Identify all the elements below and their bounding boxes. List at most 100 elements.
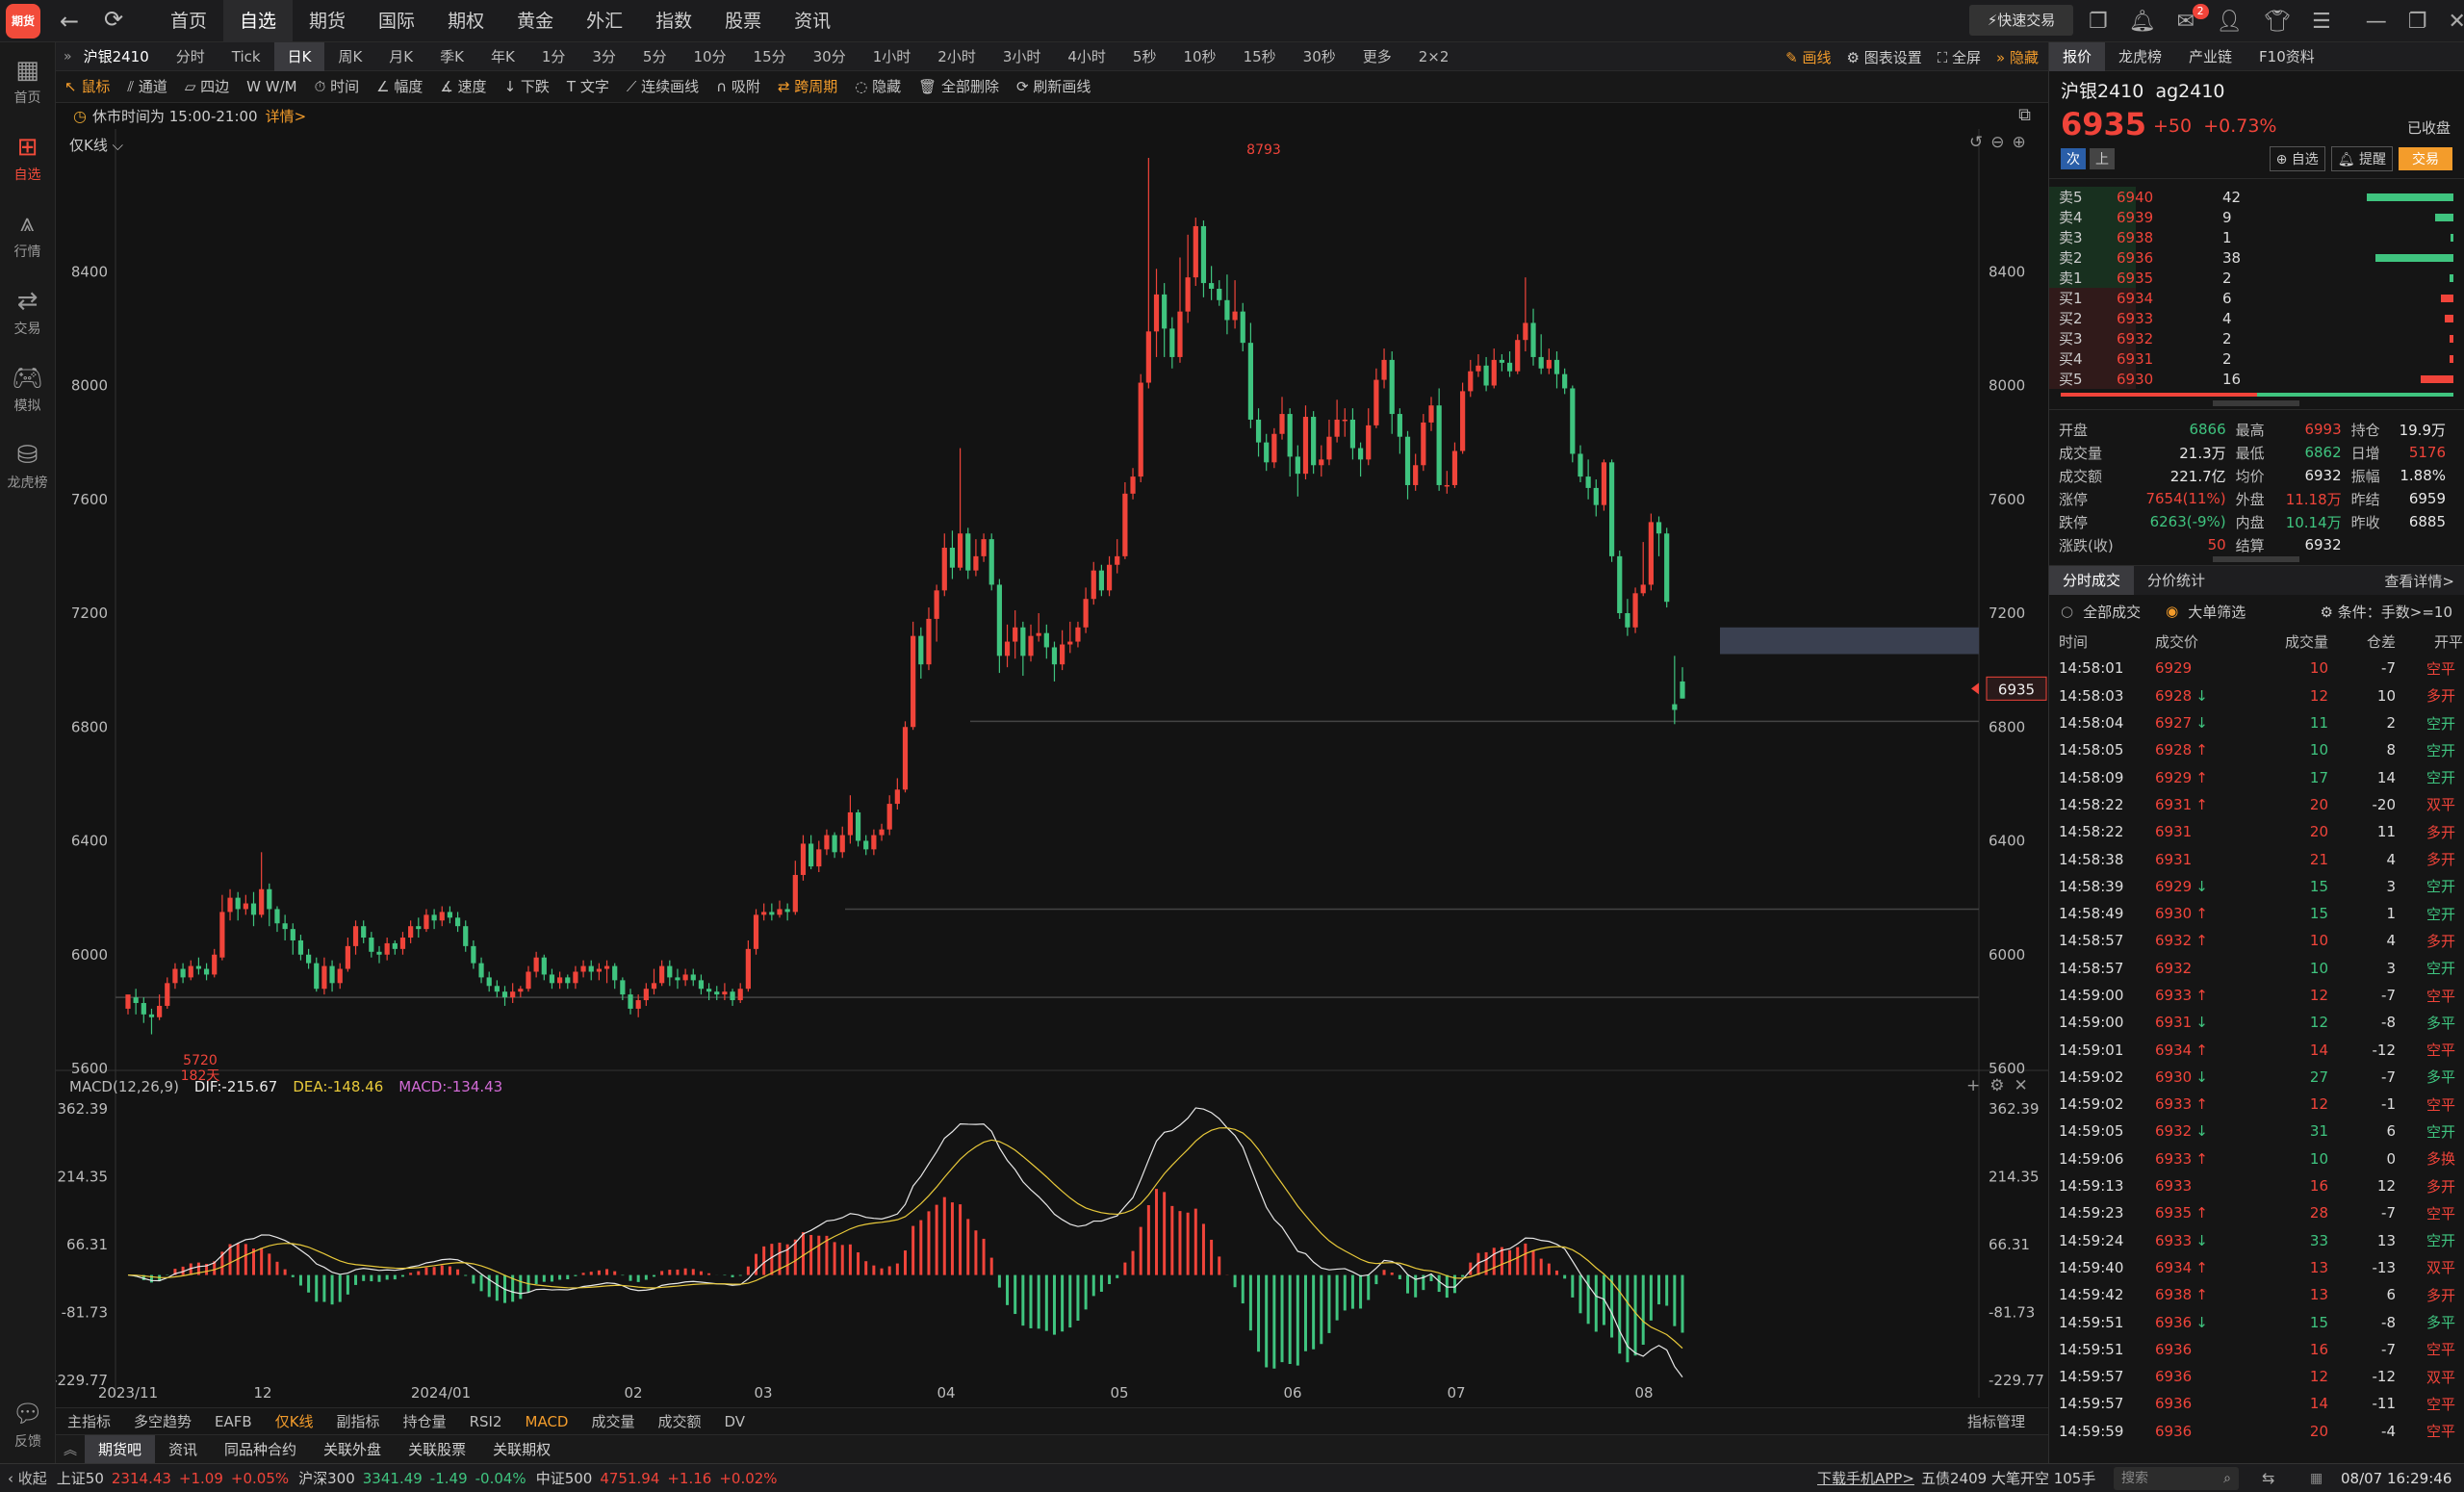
quick-trade-button[interactable]: ⚡快速交易 xyxy=(1969,5,2073,36)
refresh-icon[interactable]: ⟳ xyxy=(104,6,124,33)
indicator-8[interactable]: 成交量 xyxy=(591,1413,635,1430)
nav-item-8[interactable]: 股票 xyxy=(725,11,762,32)
nav-item-4[interactable]: 期权 xyxy=(448,11,485,32)
tool-5[interactable]: ∠ 幅度 xyxy=(368,71,431,103)
indicator-1[interactable]: 多空趋势 xyxy=(134,1413,192,1430)
indicator-6[interactable]: RSI2 xyxy=(469,1412,502,1430)
sidebar-item-2[interactable]: ⩓ 行情 xyxy=(0,196,55,273)
tool-1[interactable]: ⫽ 通道 xyxy=(118,71,175,103)
user-icon[interactable]: 👤︎ xyxy=(2216,9,2244,34)
kline-chart[interactable]: 8400 8400 8000 8000 7600 7600 7200 7200 6800 6800… xyxy=(56,129,2048,1407)
minimize-icon[interactable]: — xyxy=(2365,9,2387,34)
period-tab-20[interactable]: 30秒 xyxy=(1302,47,1336,65)
tool-8[interactable]: T 文字 xyxy=(558,71,618,103)
right-tab-3[interactable]: F10资料 xyxy=(2259,47,2315,65)
period-tab-16[interactable]: 4小时 xyxy=(1067,47,1106,65)
period-tab-8[interactable]: 3分 xyxy=(592,47,616,65)
search-input[interactable]: 搜索 ⌕ xyxy=(2114,1467,2239,1490)
indicator-7[interactable]: MACD xyxy=(525,1412,569,1430)
status-index-1[interactable]: 沪深300 3341.49 -1.49 -0.04% xyxy=(298,1468,526,1488)
tool-4[interactable]: ⏱ 时间 xyxy=(306,71,368,103)
periodbar-right-1[interactable]: ⚙ 图表设置 xyxy=(1847,47,1922,67)
subtab-0[interactable]: 期货吧 xyxy=(85,1434,156,1464)
indicator-0[interactable]: 主指标 xyxy=(67,1413,112,1430)
sidebar-item-1[interactable]: ⊞ 自选 xyxy=(0,119,55,196)
tool-14[interactable]: ⟳ 刷新画线 xyxy=(1008,71,1099,103)
radio-big[interactable]: ◉ xyxy=(2166,603,2179,620)
subtab-1[interactable]: 资讯 xyxy=(168,1440,198,1458)
period-tab-0[interactable]: 分时 xyxy=(175,47,205,65)
period-tab-4[interactable]: 月K xyxy=(389,47,414,65)
maximize-icon[interactable]: ❐ xyxy=(2407,9,2427,34)
kline-chart-area[interactable]: 8400 8400 8000 8000 7600 7600 7200 7200 6800 6800… xyxy=(56,129,2048,1407)
reset-icon[interactable]: ↺ xyxy=(1969,133,1984,152)
subtab-5[interactable]: 关联期权 xyxy=(493,1440,552,1458)
period-tab-18[interactable]: 10秒 xyxy=(1183,47,1217,65)
alert-button[interactable]: 🔔︎ 提醒 xyxy=(2330,146,2393,171)
nav-item-3[interactable]: 国际 xyxy=(378,11,416,32)
collapse-up-icon[interactable]: ︽ xyxy=(64,1442,77,1458)
menu-icon[interactable]: ☰ xyxy=(2311,9,2331,34)
periodbar-right-0[interactable]: ✎ 画线 xyxy=(1785,47,1831,67)
period-tab-17[interactable]: 5秒 xyxy=(1132,47,1157,65)
right-tab-2[interactable]: 产业链 xyxy=(2189,47,2233,65)
nav-item-0[interactable]: 首页 xyxy=(170,11,208,32)
gear-icon[interactable]: ⚙ xyxy=(1989,1076,2005,1095)
feedback-button[interactable]: 💬︎ 反馈 xyxy=(0,1386,56,1463)
sidebar-item-4[interactable]: 🎮︎ 模拟 xyxy=(0,350,55,427)
next-contract-button[interactable]: 次 xyxy=(2061,148,2086,169)
tool-0[interactable]: ↖ 鼠标 xyxy=(56,71,118,103)
tool-10[interactable]: ∩ 吸附 xyxy=(707,71,769,103)
tool-3[interactable]: W W/M xyxy=(238,71,305,103)
period-tab-5[interactable]: 季K xyxy=(440,47,464,65)
period-tab-10[interactable]: 10分 xyxy=(693,47,727,65)
trades-tab-0[interactable]: 分时成交 xyxy=(2049,566,2135,595)
period-tab-21[interactable]: 更多 xyxy=(1362,47,1392,65)
layout-icon[interactable]: ⧉ xyxy=(2018,105,2031,125)
tool-13[interactable]: 🗑︎ 全部删除 xyxy=(910,71,1008,103)
period-tab-12[interactable]: 30分 xyxy=(812,47,846,65)
period-tab-7[interactable]: 1分 xyxy=(541,47,566,65)
window-icon[interactable]: ❐ xyxy=(2089,9,2108,34)
download-app-link[interactable]: 下载手机APP> xyxy=(1817,1470,1914,1487)
right-tab-1[interactable]: 龙虎榜 xyxy=(2118,47,2163,65)
skin-icon[interactable]: 👕︎ xyxy=(2264,9,2291,34)
nav-item-7[interactable]: 指数 xyxy=(655,11,693,32)
nav-item-5[interactable]: 黄金 xyxy=(517,11,554,32)
tool-2[interactable]: ▱ 四边 xyxy=(176,71,238,103)
bell-icon[interactable]: 🔔︎ xyxy=(2128,9,2156,34)
splitter-handle[interactable] xyxy=(2213,400,2299,406)
splitter-handle-2[interactable] xyxy=(2213,556,2299,562)
period-tab-1[interactable]: Tick xyxy=(231,47,261,65)
expand-icon[interactable]: » xyxy=(64,48,72,64)
status-index-2[interactable]: 中证500 4751.94 +1.16 +0.02% xyxy=(536,1468,778,1488)
subtab-3[interactable]: 关联外盘 xyxy=(323,1440,382,1458)
prev-contract-button[interactable]: 上 xyxy=(2090,148,2115,169)
zoom-out-icon[interactable]: ⊖ xyxy=(1990,133,2005,152)
radio-all[interactable]: ○ xyxy=(2061,603,2074,620)
period-tab-13[interactable]: 1小时 xyxy=(872,47,911,65)
tool-9[interactable]: ⟋ 连续画线 xyxy=(618,71,707,103)
favorite-button[interactable]: ⊕ 自选 xyxy=(2269,146,2325,171)
grid-small-icon[interactable]: ▦ xyxy=(2310,1470,2323,1486)
period-tab-3[interactable]: 周K xyxy=(338,47,363,65)
period-tab-15[interactable]: 3小时 xyxy=(1002,47,1041,65)
sidebar-item-0[interactable]: ▦ 首页 xyxy=(0,42,55,119)
nav-item-9[interactable]: 资讯 xyxy=(794,11,832,32)
collapse-button[interactable]: ‹ 收起 xyxy=(8,1470,47,1487)
period-tab-2[interactable]: 日K xyxy=(273,41,325,71)
notice-link[interactable]: 详情> xyxy=(265,108,307,125)
indicator-4[interactable]: 副指标 xyxy=(336,1413,380,1430)
indicator-10[interactable]: DV xyxy=(724,1412,746,1430)
period-tab-19[interactable]: 15秒 xyxy=(1243,47,1276,65)
periodbar-right-3[interactable]: » 隐藏 xyxy=(1996,47,2039,67)
close-panel-icon[interactable]: ✕ xyxy=(2014,1076,2028,1095)
period-tab-9[interactable]: 5分 xyxy=(642,47,667,65)
subtab-2[interactable]: 同品种合约 xyxy=(224,1440,297,1458)
mail-icon[interactable]: ✉ 2 xyxy=(2177,3,2209,34)
periodbar-right-2[interactable]: ⛶ 全屏 xyxy=(1938,47,1981,67)
period-tab-22[interactable]: 2×2 xyxy=(1418,47,1450,65)
status-index-0[interactable]: 上证50 2314.43 +1.09 +0.05% xyxy=(57,1468,289,1488)
close-icon[interactable]: ✕ xyxy=(2448,9,2464,34)
tool-12[interactable]: ◌ 隐藏 xyxy=(846,71,910,103)
